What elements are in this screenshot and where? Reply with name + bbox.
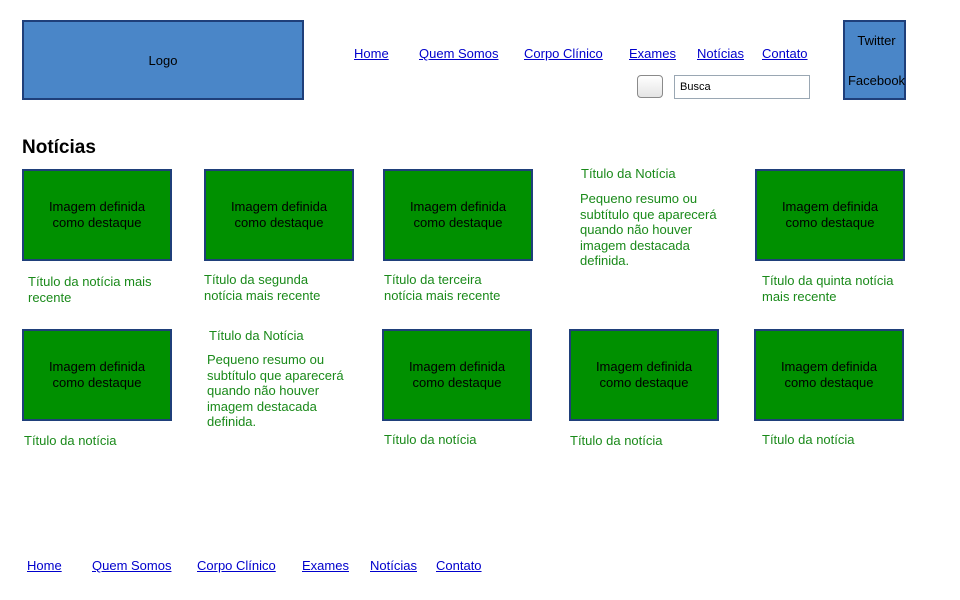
news-title-9[interactable]: Título da notícia: [570, 433, 663, 448]
footer-link-corpo-clinico[interactable]: Corpo Clínico: [197, 558, 276, 573]
image-placeholder-label: Imagem definida como destaque: [409, 199, 507, 230]
news-image-8[interactable]: Imagem definida como destaque: [382, 329, 532, 421]
social-links-box: Twitter Facebook: [843, 20, 906, 100]
news-text-title-4[interactable]: Título da Notícia: [581, 166, 676, 181]
image-placeholder-label: Imagem definida como destaque: [230, 199, 328, 230]
footer-link-noticias[interactable]: Notícias: [370, 558, 417, 573]
footer-link-exames[interactable]: Exames: [302, 558, 349, 573]
search-input[interactable]: [674, 75, 810, 99]
footer-link-home[interactable]: Home: [27, 558, 62, 573]
image-placeholder-label: Imagem definida como destaque: [48, 199, 146, 230]
news-title-10[interactable]: Título da notícia: [762, 432, 855, 447]
news-title-3[interactable]: Título da terceira notícia mais recente: [384, 272, 501, 303]
news-text-summary-4: Pequeno resumo ou subtítulo que aparecer…: [580, 191, 717, 268]
news-image-1[interactable]: Imagem definida como destaque: [22, 169, 172, 261]
news-text-summary-7: Pequeno resumo ou subtítulo que aparecer…: [207, 352, 344, 429]
twitter-link[interactable]: Twitter: [857, 33, 896, 48]
news-image-3[interactable]: Imagem definida como destaque: [383, 169, 533, 261]
nav-link-exames[interactable]: Exames: [629, 46, 676, 61]
news-image-5[interactable]: Imagem definida como destaque: [755, 169, 905, 261]
footer-link-contato[interactable]: Contato: [436, 558, 482, 573]
nav-link-quem-somos[interactable]: Quem Somos: [419, 46, 499, 61]
news-image-9[interactable]: Imagem definida como destaque: [569, 329, 719, 421]
image-placeholder-label: Imagem definida como destaque: [595, 359, 693, 390]
nav-link-corpo-clinico[interactable]: Corpo Clínico: [524, 46, 603, 61]
news-title-6[interactable]: Título da notícia: [24, 433, 117, 448]
nav-link-home[interactable]: Home: [354, 46, 389, 61]
search-button[interactable]: [637, 75, 663, 98]
page-title: Notícias: [22, 137, 96, 158]
news-image-2[interactable]: Imagem definida como destaque: [204, 169, 354, 261]
news-text-title-7[interactable]: Título da Notícia: [209, 328, 304, 343]
logo[interactable]: Logo: [22, 20, 304, 100]
image-placeholder-label: Imagem definida como destaque: [408, 359, 506, 390]
news-title-5[interactable]: Título da quinta notícia mais recente: [762, 273, 894, 304]
news-title-1[interactable]: Título da notícia mais recente: [28, 274, 152, 305]
nav-link-contato[interactable]: Contato: [762, 46, 808, 61]
image-placeholder-label: Imagem definida como destaque: [48, 359, 146, 390]
image-placeholder-label: Imagem definida como destaque: [781, 199, 879, 230]
footer-link-quem-somos[interactable]: Quem Somos: [92, 558, 172, 573]
facebook-link[interactable]: Facebook: [847, 73, 906, 88]
news-image-10[interactable]: Imagem definida como destaque: [754, 329, 904, 421]
news-image-6[interactable]: Imagem definida como destaque: [22, 329, 172, 421]
image-placeholder-label: Imagem definida como destaque: [780, 359, 878, 390]
news-title-8[interactable]: Título da notícia: [384, 432, 477, 447]
nav-link-noticias[interactable]: Notícias: [697, 46, 744, 61]
news-title-2[interactable]: Título da segunda notícia mais recente: [204, 272, 321, 303]
logo-label: Logo: [148, 52, 178, 68]
